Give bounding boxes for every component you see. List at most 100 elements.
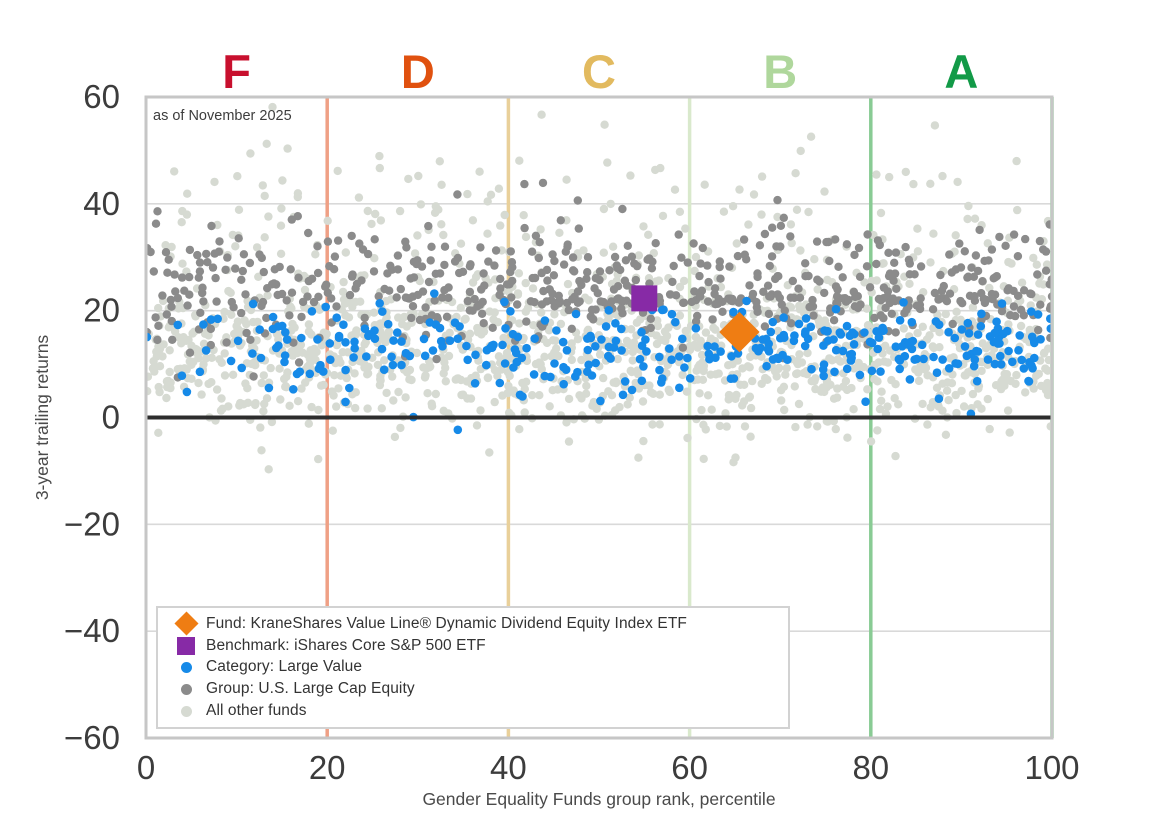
scatter-point xyxy=(1041,266,1051,275)
scatter-point xyxy=(722,422,731,431)
scatter-point xyxy=(413,290,423,300)
scatter-point xyxy=(599,373,608,383)
scatter-point xyxy=(999,329,1008,339)
scatter-point xyxy=(298,348,307,357)
scatter-point xyxy=(1006,376,1015,386)
scatter-point xyxy=(1012,370,1021,380)
scatter-point xyxy=(529,370,539,379)
scatter-point xyxy=(621,256,631,265)
scatter-point xyxy=(978,277,987,286)
scatter-point xyxy=(813,275,822,284)
scatter-point xyxy=(1034,325,1043,335)
scatter-point xyxy=(1036,335,1045,344)
scatter-point xyxy=(727,352,736,361)
scatter-point xyxy=(434,205,443,214)
scatter-point xyxy=(589,315,598,324)
scatter-point xyxy=(364,362,373,371)
scatter-point xyxy=(307,330,316,339)
scatter-point xyxy=(669,261,678,271)
scatter-point xyxy=(311,250,320,259)
scatter-point xyxy=(973,266,983,276)
scatter-point xyxy=(257,301,266,311)
scatter-point xyxy=(760,229,770,239)
scatter-point xyxy=(506,247,515,256)
scatter-point xyxy=(671,317,680,327)
scatter-point xyxy=(990,359,1000,369)
scatter-point xyxy=(535,391,544,400)
scatter-point xyxy=(496,274,505,284)
scatter-point xyxy=(610,252,620,262)
scatter-point xyxy=(334,384,343,393)
scatter-point xyxy=(877,387,886,396)
scatter-point xyxy=(819,371,828,381)
scatter-point xyxy=(383,269,392,278)
scatter-point xyxy=(477,285,486,294)
grade-letter-A: A xyxy=(944,45,978,98)
scatter-point xyxy=(667,309,677,319)
scatter-point xyxy=(426,362,435,371)
scatter-point xyxy=(838,273,847,282)
scatter-point xyxy=(239,250,249,259)
scatter-point xyxy=(201,346,211,355)
grade-letter-B: B xyxy=(763,45,797,98)
scatter-point xyxy=(679,276,689,286)
scatter-point xyxy=(248,317,258,327)
legend-label: All other funds xyxy=(206,702,307,720)
scatter-point xyxy=(455,322,464,331)
scatter-point xyxy=(691,332,700,342)
scatter-point xyxy=(438,293,447,302)
scatter-point xyxy=(642,347,651,356)
scatter-point xyxy=(791,169,800,178)
scatter-point xyxy=(311,355,320,364)
scatter-point xyxy=(270,265,279,274)
scatter-point xyxy=(617,296,626,305)
scatter-point xyxy=(740,250,749,259)
scatter-point xyxy=(820,316,830,325)
scatter-point xyxy=(388,372,397,381)
scatter-point xyxy=(861,397,870,407)
scatter-point xyxy=(350,337,359,347)
scatter-point xyxy=(800,329,810,339)
scatter-point xyxy=(215,237,224,246)
scatter-point xyxy=(763,281,773,290)
scatter-point xyxy=(206,324,215,334)
scatter-point xyxy=(268,324,278,334)
scatter-point xyxy=(776,242,785,251)
scatter-point xyxy=(764,309,774,319)
scatter-point xyxy=(341,338,350,347)
scatter-point xyxy=(476,243,485,252)
scatter-point xyxy=(740,422,750,431)
scatter-point xyxy=(789,336,799,346)
scatter-point xyxy=(703,297,713,306)
scatter-point xyxy=(444,283,453,292)
scatter-point xyxy=(581,389,591,398)
scatter-point xyxy=(224,402,233,411)
scatter-point xyxy=(611,378,621,388)
scatter-point xyxy=(637,376,647,386)
scatter-point xyxy=(831,235,840,244)
scatter-point xyxy=(876,208,886,218)
x-axis-label: Gender Equality Funds group rank, percen… xyxy=(422,789,775,809)
scatter-point xyxy=(521,278,530,288)
scatter-point xyxy=(428,346,438,355)
scatter-point xyxy=(255,325,264,334)
scatter-point xyxy=(696,292,705,301)
scatter-point xyxy=(740,380,749,389)
scatter-point xyxy=(1017,278,1027,287)
scatter-point xyxy=(281,382,290,391)
scatter-point xyxy=(757,379,766,388)
scatter-point xyxy=(804,271,813,281)
scatter-point xyxy=(901,242,910,252)
scatter-point xyxy=(687,297,696,307)
scatter-point xyxy=(648,420,657,429)
scatter-point xyxy=(843,433,852,442)
scatter-point xyxy=(378,307,387,316)
scatter-point xyxy=(766,327,776,337)
scatter-point xyxy=(251,399,260,408)
scatter-point xyxy=(639,362,648,371)
scatter-point xyxy=(170,270,179,279)
scatter-point xyxy=(556,319,566,329)
scatter-point xyxy=(228,370,238,379)
scatter-point xyxy=(550,256,559,266)
scatter-point xyxy=(496,284,505,293)
